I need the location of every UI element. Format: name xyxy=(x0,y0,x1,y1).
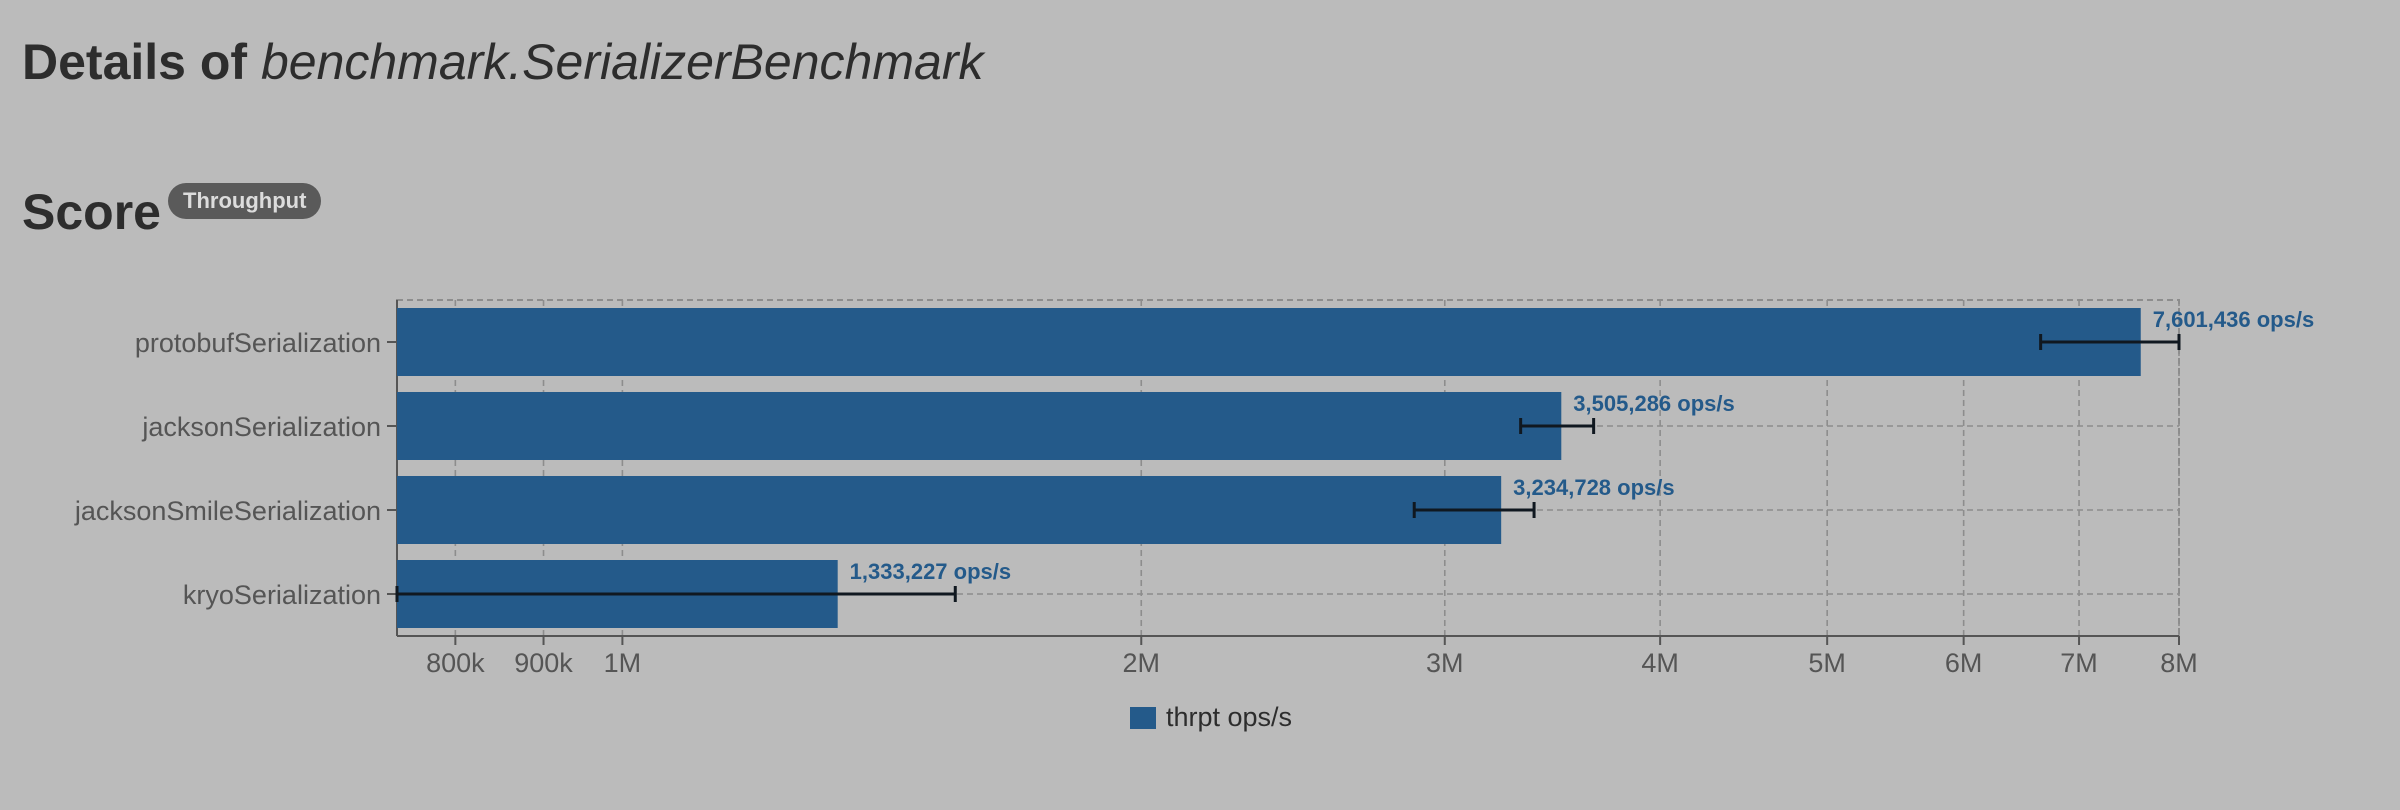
x-tick-label: 8M xyxy=(2160,648,2198,678)
bar xyxy=(397,476,1502,544)
page-title-prefix: Details of xyxy=(22,34,261,90)
chart-legend[interactable]: thrpt ops/s xyxy=(1130,702,1292,733)
x-tick-label: 5M xyxy=(1808,648,1846,678)
page-title-subject: benchmark.SerializerBenchmark xyxy=(260,34,984,90)
page-title: Details of benchmark.SerializerBenchmark xyxy=(22,30,983,94)
category-label: kryoSerialization xyxy=(183,580,381,610)
bar xyxy=(397,392,1562,460)
score-heading: Score xyxy=(22,184,161,240)
category-label: jacksonSerialization xyxy=(141,412,381,442)
category-label: protobufSerialization xyxy=(135,328,381,358)
legend-swatch xyxy=(1130,706,1156,729)
legend-label: thrpt ops/s xyxy=(1166,702,1293,732)
mode-badge: Throughput xyxy=(168,183,322,219)
value-label: 1,333,227 ops/s xyxy=(850,559,1011,584)
bar xyxy=(397,308,2141,376)
value-label: 7,601,436 ops/s xyxy=(2153,307,2314,332)
x-tick-label: 7M xyxy=(2060,648,2098,678)
plot-frame xyxy=(396,299,2180,637)
x-tick-label: 900k xyxy=(514,648,573,678)
x-tick-label: 4M xyxy=(1641,648,1679,678)
x-tick-label: 6M xyxy=(1945,648,1983,678)
x-tick-label: 1M xyxy=(604,648,642,678)
value-label: 3,234,728 ops/s xyxy=(1513,475,1674,500)
category-label: jacksonSmileSerialization xyxy=(74,496,381,526)
x-tick-label: 3M xyxy=(1426,648,1464,678)
x-tick-label: 2M xyxy=(1123,648,1161,678)
value-label: 3,505,286 ops/s xyxy=(1573,391,1734,416)
x-tick-label: 800k xyxy=(426,648,485,678)
